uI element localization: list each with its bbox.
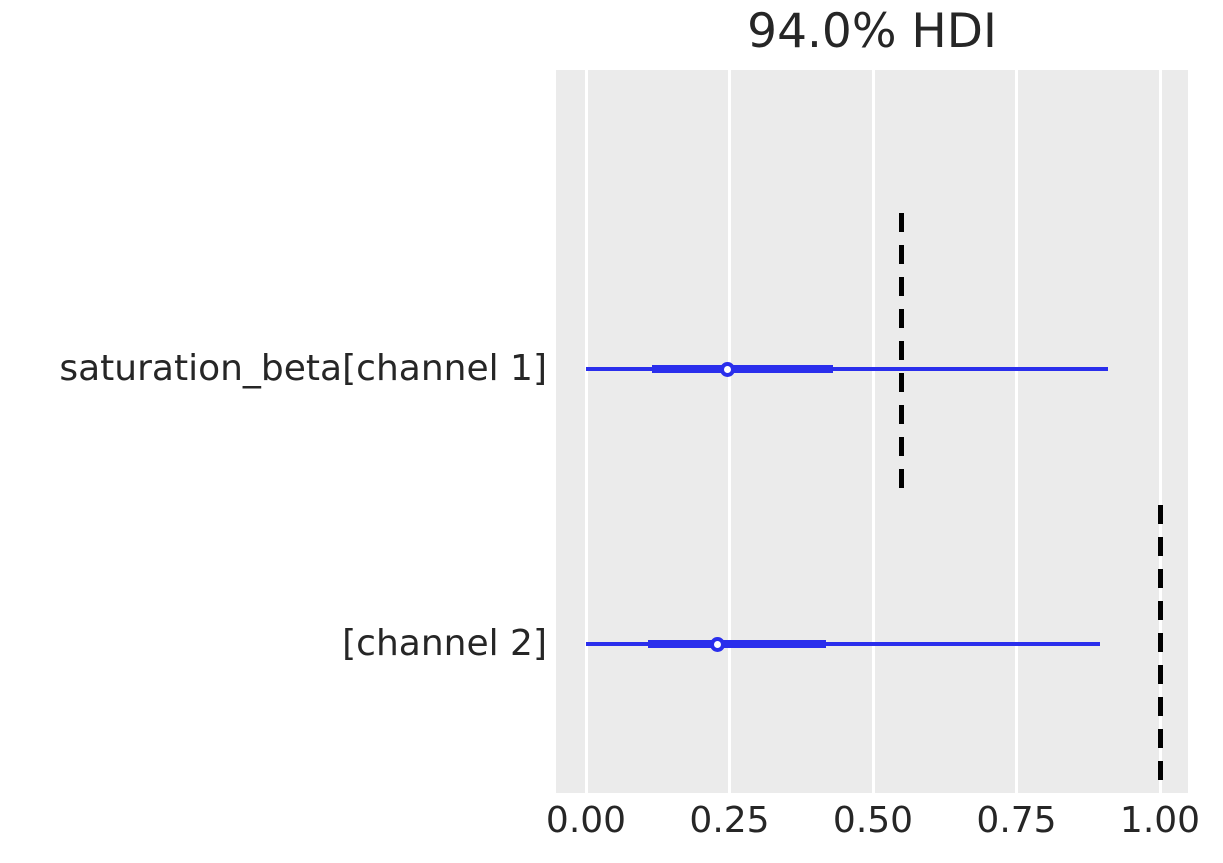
plot-area (556, 70, 1188, 793)
gridline (1158, 70, 1162, 793)
x-axis-tick-label: 1.00 (1119, 800, 1201, 841)
hdi-interval-line (586, 367, 1109, 371)
y-axis-label: saturation_beta[channel 1] (59, 348, 547, 389)
quartile-interval-line (647, 640, 826, 648)
reference-dashed-line (1157, 505, 1163, 793)
gridline (728, 70, 731, 793)
gridline (871, 70, 875, 793)
median-marker (709, 636, 725, 652)
x-axis-tick-label: 0.00 (545, 800, 627, 841)
chart-title: 94.0% HDI (747, 4, 997, 59)
quartile-interval-line (652, 365, 833, 373)
y-axis-label: [channel 2] (342, 623, 547, 664)
gridline (584, 70, 588, 793)
hdi-interval-line (586, 642, 1100, 646)
x-axis-tick-label: 0.75 (976, 800, 1057, 841)
x-axis-tick-label: 0.50 (832, 800, 914, 841)
reference-dashed-line (899, 213, 905, 498)
median-marker (719, 361, 735, 377)
gridline (1015, 70, 1018, 793)
x-axis-tick-label: 0.25 (689, 800, 770, 841)
